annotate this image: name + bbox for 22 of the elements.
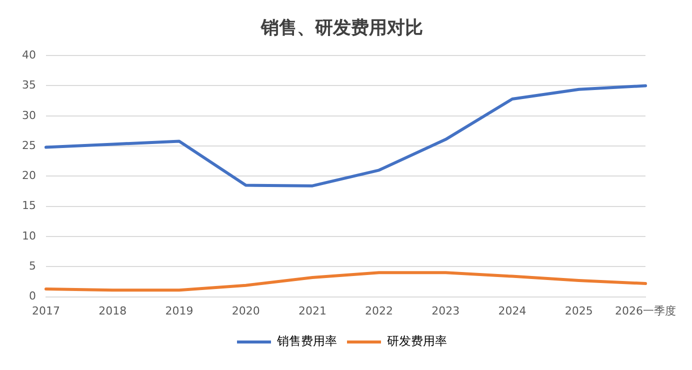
y-tick-label: 30 <box>22 108 36 122</box>
x-tick-label: 2020 <box>232 304 260 318</box>
x-tick-label: 2023 <box>432 304 460 318</box>
legend-label: 研发费用率 <box>387 334 447 348</box>
y-tick-label: 10 <box>22 229 36 242</box>
x-tick-label: 2018 <box>98 304 127 318</box>
x-tick-label: 2017 <box>32 304 60 318</box>
legend-label: 销售费用率 <box>276 334 337 348</box>
y-tick-label: 5 <box>28 260 36 273</box>
y-tick-label: 0 <box>28 290 36 303</box>
x-tick-label: 2019 <box>165 304 194 318</box>
x-tick-label: 2022 <box>365 304 394 318</box>
x-tick-label: 2025 <box>564 304 593 318</box>
y-tick-label: 20 <box>22 169 36 182</box>
x-tick-label: 2021 <box>298 304 326 318</box>
x-tick-label: 2026一季度 <box>615 304 676 318</box>
y-tick-label: 35 <box>22 78 36 92</box>
y-tick-label: 25 <box>22 138 36 152</box>
y-tick-label: 40 <box>22 48 36 62</box>
y-tick-label: 15 <box>22 199 36 212</box>
chart-title: 销售、研发费用对比 <box>260 17 423 38</box>
x-tick-label: 2024 <box>498 304 526 318</box>
